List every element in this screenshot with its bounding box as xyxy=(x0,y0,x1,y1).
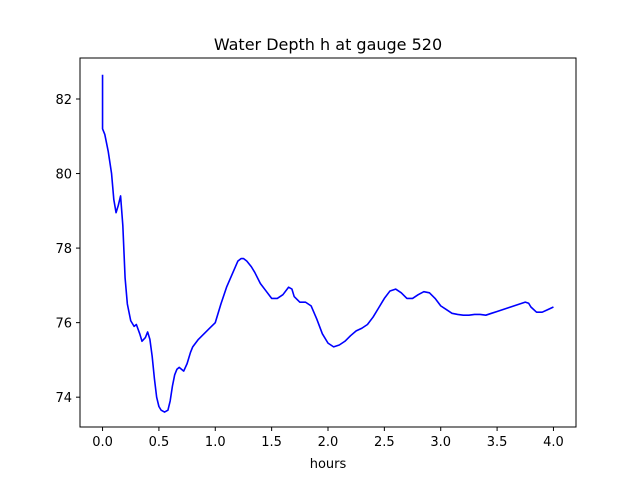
x-tick-label: 3.5 xyxy=(487,435,508,450)
plot-area xyxy=(101,74,554,413)
series-line-0 xyxy=(101,74,554,413)
x-tick-label: 2.0 xyxy=(318,435,339,450)
y-tick-label: 82 xyxy=(55,93,72,108)
y-tick-label: 76 xyxy=(55,317,72,332)
x-tick-label: 3.0 xyxy=(430,435,451,450)
x-tick-label: 0.5 xyxy=(149,435,170,450)
x-tick-label: 1.0 xyxy=(205,435,226,450)
x-tick-label: 4.0 xyxy=(543,435,564,450)
y-axis: 74 76 78 80 82 xyxy=(55,93,80,406)
x-axis: 0.0 0.5 1.0 1.5 2.0 2.5 3.0 3.5 4.0 xyxy=(92,427,564,450)
y-tick-label: 78 xyxy=(55,242,72,257)
x-tick-label: 2.5 xyxy=(374,435,395,450)
y-tick-label: 74 xyxy=(55,391,72,406)
y-tick-label: 80 xyxy=(55,168,72,183)
x-tick-label: 1.5 xyxy=(261,435,282,450)
x-axis-label: hours xyxy=(310,457,347,472)
chart-title: Water Depth h at gauge 520 xyxy=(214,35,442,54)
x-tick-label: 0.0 xyxy=(92,435,113,450)
